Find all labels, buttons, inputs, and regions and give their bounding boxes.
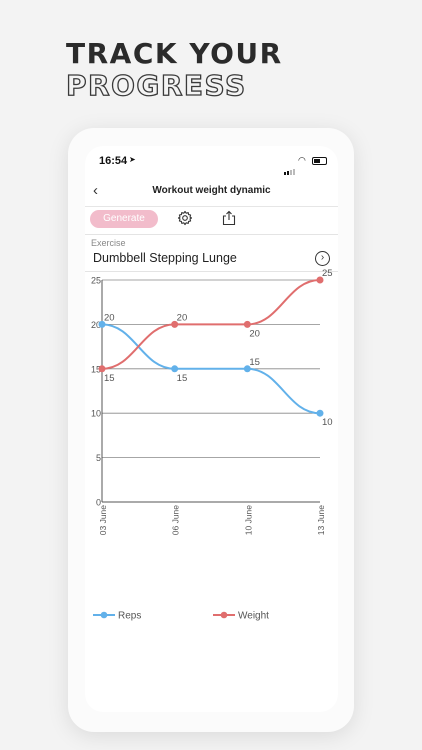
- legend-marker-weight: [220, 611, 228, 619]
- data-label: 10: [322, 417, 333, 428]
- exercise-divider: [85, 271, 338, 272]
- legend-label-reps: Reps: [118, 611, 141, 622]
- progress-chart: 0 5 10 15 20 25 03 June 06 June 10 June 13 June 20…: [91, 268, 333, 622]
- gear-icon[interactable]: [177, 210, 193, 226]
- generate-button[interactable]: Generate: [90, 210, 158, 228]
- phone-screen: 16:54 ➤ ◠ ‹ Workout weight dynamic Gener…: [85, 146, 338, 712]
- data-point-weight: [316, 276, 324, 284]
- data-point-reps: [98, 320, 106, 328]
- exercise-label: Exercise: [91, 238, 126, 248]
- location-arrow-icon: ➤: [129, 155, 136, 164]
- data-point-weight: [171, 320, 179, 328]
- data-point-reps: [316, 409, 324, 417]
- exercise-name: Dumbbell Stepping Lunge: [93, 251, 237, 265]
- data-label: 15: [104, 373, 115, 384]
- status-bar: 16:54 ➤ ◠: [85, 146, 338, 176]
- toolbar: Generate: [85, 207, 338, 235]
- toolbar-divider: [85, 234, 338, 235]
- hero-heading: TRACK YOUR PROGRESS: [65, 37, 283, 103]
- cellular-signal-icon: [284, 157, 296, 175]
- wifi-icon: ◠: [298, 155, 306, 165]
- data-label: 20: [249, 328, 260, 339]
- hero-title-line1: TRACK YOUR: [66, 37, 283, 70]
- data-label: 15: [249, 357, 260, 368]
- y-tick-label: 10: [91, 409, 101, 419]
- y-tick-label: 15: [91, 364, 101, 374]
- page-title: Workout weight dynamic: [152, 185, 271, 196]
- y-tick-label: 20: [91, 320, 101, 330]
- legend-marker-reps: [100, 611, 108, 619]
- data-point-reps: [171, 365, 179, 373]
- nav-bar: ‹ Workout weight dynamic: [85, 176, 338, 207]
- series-line-reps: [101, 323, 321, 415]
- data-label: 15: [177, 373, 188, 384]
- data-label: 25: [322, 268, 333, 279]
- status-time: 16:54: [99, 155, 128, 167]
- x-tick-label: 06 June: [171, 505, 181, 536]
- y-tick-label: 25: [91, 276, 101, 286]
- data-label: 20: [104, 312, 115, 323]
- back-button[interactable]: ‹: [93, 182, 98, 199]
- x-tick-label: 13 June: [316, 505, 326, 536]
- y-tick-label: 0: [96, 498, 101, 508]
- x-tick-label: 03 June: [98, 505, 108, 536]
- hero-title-line2: PROGRESS: [65, 69, 247, 102]
- battery-icon: [312, 157, 327, 165]
- x-tick-label: 10 June: [243, 505, 253, 536]
- y-tick-label: 5: [96, 453, 101, 463]
- share-icon[interactable]: [221, 210, 237, 226]
- data-point-weight: [98, 365, 106, 373]
- data-point-weight: [243, 320, 251, 328]
- legend-label-weight: Weight: [238, 611, 269, 622]
- data-label: 20: [177, 312, 188, 323]
- exercise-select-button[interactable]: ›: [315, 251, 330, 266]
- series-line-weight: [101, 279, 321, 370]
- data-point-reps: [243, 365, 251, 373]
